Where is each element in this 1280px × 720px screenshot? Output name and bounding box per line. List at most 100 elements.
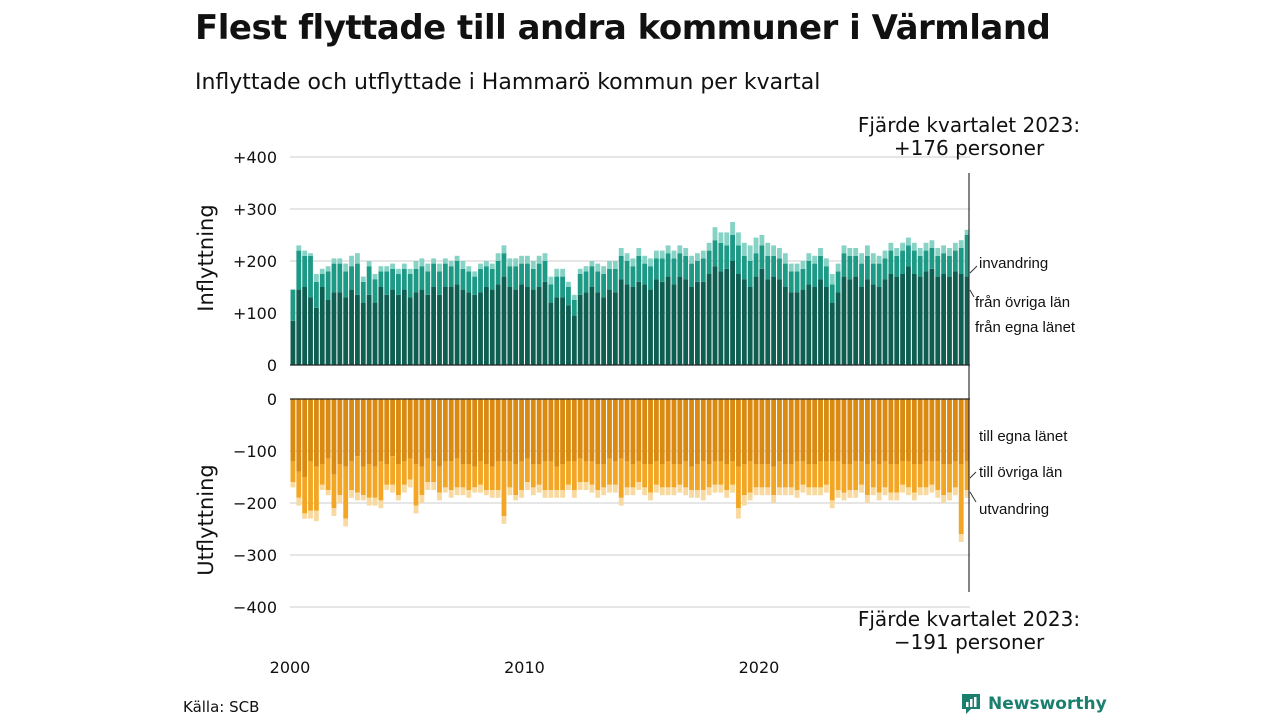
bar-segment (419, 466, 425, 496)
bar-segment (612, 399, 618, 462)
bar-segment (437, 399, 442, 467)
bar-segment (308, 253, 313, 256)
bar-segment (525, 482, 530, 490)
bar-segment (876, 263, 882, 287)
bar-segment (530, 289, 536, 365)
bar-segment (401, 461, 407, 485)
bar-segment (319, 274, 325, 287)
bar-segment (823, 461, 829, 485)
bar-segment (888, 274, 894, 365)
bar-segment (818, 279, 823, 365)
bar-segment (630, 399, 636, 464)
bar-segment (319, 399, 325, 464)
bar-segment (618, 279, 624, 365)
bar-segment (595, 271, 601, 293)
bar-segment (407, 268, 413, 274)
bar-segment (308, 399, 313, 462)
bar-segment (753, 464, 759, 488)
bar-segment (413, 464, 419, 506)
bar-segment (448, 287, 454, 365)
bar-segment (935, 399, 941, 462)
bar-segment (964, 235, 970, 277)
bar-segment (806, 399, 812, 464)
bar-segment (595, 292, 601, 365)
bar-segment (712, 461, 718, 485)
bar-segment (571, 490, 577, 498)
bar-segment (859, 263, 864, 287)
bar-segment (665, 399, 671, 462)
bar-segment (325, 271, 331, 300)
bar-segment (636, 281, 642, 365)
x-tick-label: 2000 (270, 658, 311, 677)
bar-segment (665, 461, 671, 488)
bar-segment (900, 461, 905, 485)
bar-segment (882, 487, 888, 496)
bar-segment (419, 258, 425, 267)
brand-logo[interactable]: Newsworthy (960, 692, 1107, 716)
bar-segment (355, 253, 360, 264)
bar-segment (618, 255, 624, 280)
bar-segment (413, 268, 419, 293)
gridlines (290, 156, 970, 608)
bar-segment (958, 399, 964, 464)
bar-segment (829, 302, 835, 365)
bar-segment (782, 263, 788, 287)
bar-segment (683, 399, 689, 462)
bar-segment (630, 487, 636, 496)
bar-segment (507, 258, 513, 267)
bar-segment (390, 289, 395, 365)
bar-segment (460, 399, 466, 464)
bar-segment (607, 261, 612, 269)
bar-segment (700, 461, 706, 490)
bar-segment (677, 245, 683, 254)
bar-segment (706, 464, 712, 488)
bar-segment (700, 399, 706, 462)
bar-segment (958, 464, 964, 535)
bar-segment (583, 461, 589, 483)
bar-segment (894, 255, 900, 277)
bar-segment (806, 261, 812, 285)
bar-segment (935, 490, 941, 498)
bar-segment (859, 253, 864, 264)
bar-segment (765, 399, 771, 464)
bar-segment (313, 281, 319, 308)
bar-segment (466, 266, 472, 272)
bar-segment (736, 232, 741, 246)
bar-segment (689, 287, 694, 365)
bar-segment (835, 271, 841, 293)
bar-segment (325, 490, 331, 496)
bar-segment (302, 250, 308, 256)
bar-segment (671, 284, 677, 365)
bar-segment (589, 399, 595, 462)
bar-segment (466, 292, 472, 365)
bar-segment (525, 287, 530, 365)
bar-segment (865, 399, 870, 464)
bar-segment (695, 464, 700, 490)
bar-segment (349, 266, 354, 290)
bar-segment (818, 399, 823, 462)
bar-segment (466, 490, 472, 498)
bar-segment (349, 399, 354, 462)
bar-segment (448, 261, 454, 267)
bar-segment (501, 253, 507, 277)
bar-segment (478, 263, 483, 269)
bar-segment (648, 399, 653, 464)
bar-segment (290, 461, 296, 483)
bar-segment (671, 464, 677, 488)
bar-segment (876, 399, 882, 464)
bar-segment (782, 464, 788, 488)
bar-segment (372, 302, 378, 365)
bar-segment (653, 399, 659, 462)
bar-segment (431, 287, 437, 365)
bar-segment (448, 461, 454, 490)
bar-segment (495, 284, 501, 365)
bar-segment (560, 490, 565, 498)
bar-segment (870, 253, 876, 264)
bar-segment (806, 253, 812, 261)
bar-segment (800, 261, 806, 269)
bar-segment (759, 268, 765, 365)
bar-segment (530, 268, 536, 290)
bar-segment (823, 258, 829, 267)
bar-segment (906, 487, 911, 496)
bar-segment (759, 487, 765, 496)
